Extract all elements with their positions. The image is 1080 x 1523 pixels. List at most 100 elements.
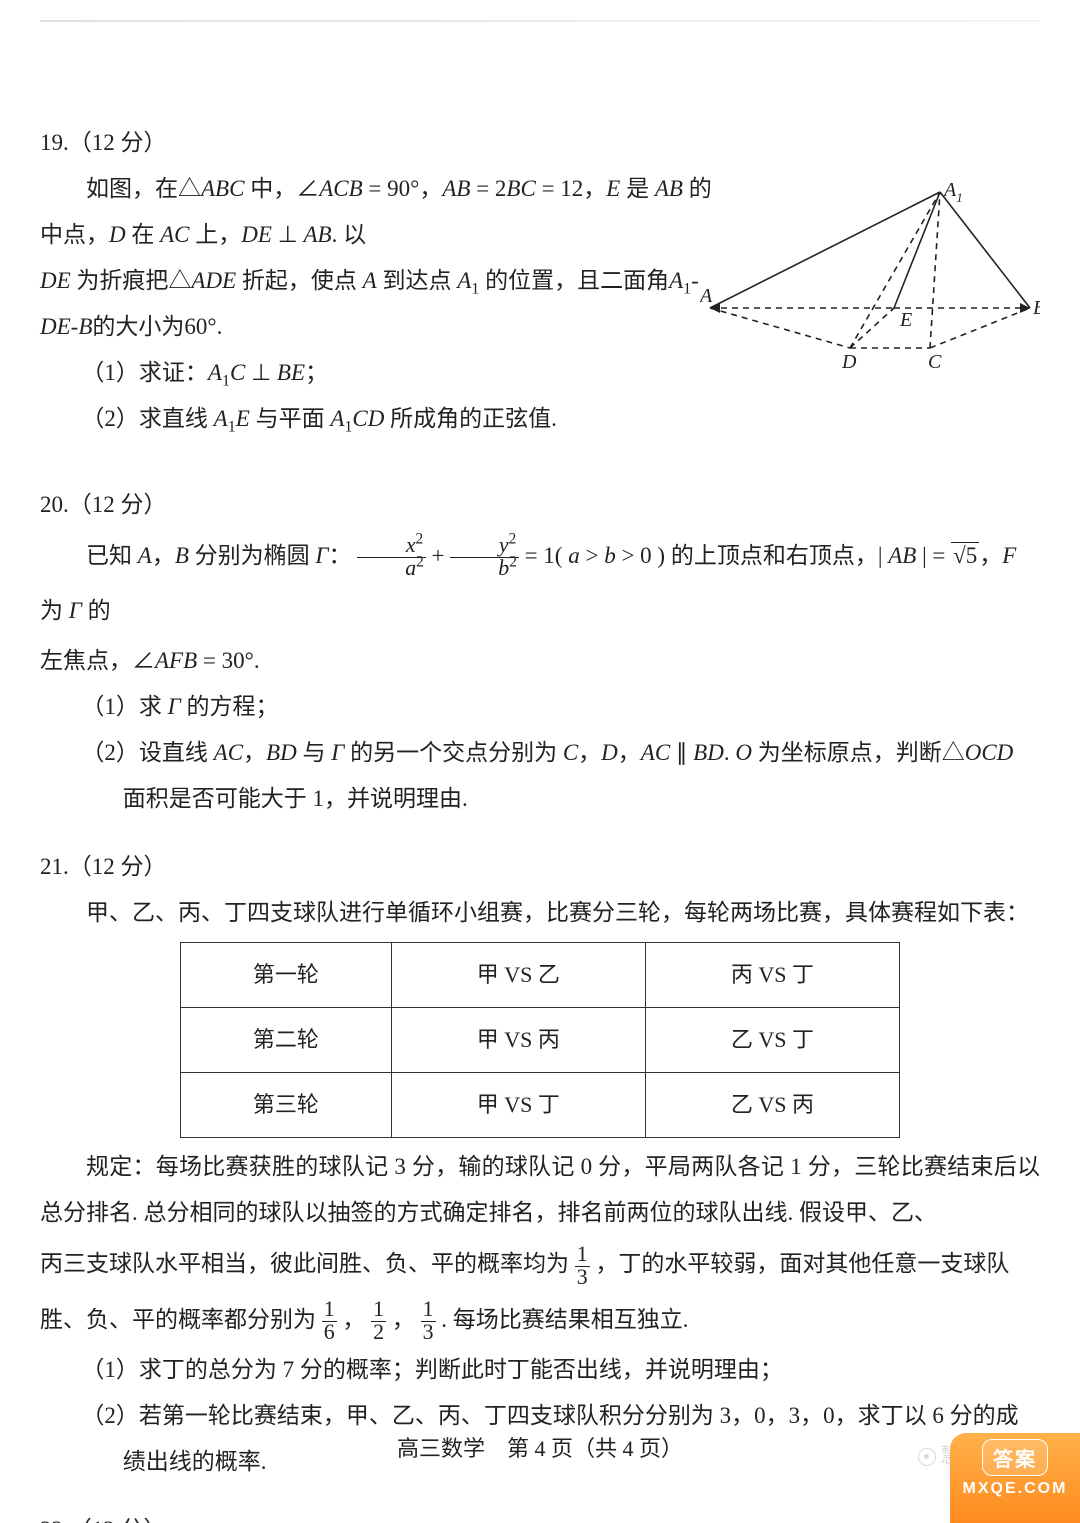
t: BE bbox=[277, 360, 305, 385]
t: 2 bbox=[416, 554, 424, 571]
q20-sub1: （1）求 Γ 的方程； bbox=[40, 684, 1040, 730]
fraction: x2a2 bbox=[357, 535, 426, 580]
t: 1 bbox=[322, 1299, 337, 1321]
t: 的 bbox=[82, 598, 111, 623]
t: 在 bbox=[126, 222, 161, 247]
t: AC bbox=[160, 222, 189, 247]
fraction: 13 bbox=[421, 1299, 436, 1344]
t: 与平面 bbox=[250, 406, 331, 431]
t: （1）求 bbox=[81, 694, 167, 719]
t: 已知 bbox=[86, 543, 138, 568]
t: b bbox=[604, 543, 616, 568]
t: Γ bbox=[315, 543, 328, 568]
fraction: 16 bbox=[322, 1299, 337, 1344]
t: 与 bbox=[297, 740, 332, 765]
t: BD bbox=[266, 740, 297, 765]
diagram-label-E: E bbox=[899, 309, 912, 331]
t: . bbox=[724, 740, 736, 765]
t: > 0 ) 的上顶点和右顶点，| bbox=[616, 543, 889, 568]
diagram-label-D: D bbox=[841, 351, 857, 370]
t: 丙三支球队水平相当，彼此间胜、负、平的概率均为 bbox=[40, 1251, 569, 1276]
page-top-rule bbox=[40, 20, 1040, 22]
q21-rules-p1: 规定：每场比赛获胜的球队记 3 分，输的球队记 0 分，平局两队各记 1 分，三… bbox=[40, 1144, 1040, 1236]
t: CD bbox=[352, 406, 384, 431]
watermark-badge: 答案 MXQE.COM bbox=[950, 1433, 1080, 1523]
t: AB bbox=[442, 176, 470, 201]
t: A bbox=[138, 543, 152, 568]
table-cell: 第三轮 bbox=[181, 1073, 392, 1138]
diagram-label-B: B bbox=[1033, 297, 1040, 319]
t: 2 bbox=[509, 554, 517, 571]
t: 面积是否可能大于 1，并说明理由. bbox=[123, 786, 468, 811]
t: E bbox=[606, 176, 620, 201]
t: C bbox=[230, 360, 245, 385]
t: DE bbox=[40, 268, 71, 293]
t: ⊥ bbox=[245, 360, 277, 385]
table-cell: 第二轮 bbox=[181, 1008, 392, 1073]
t: A bbox=[330, 406, 344, 431]
t: √5 bbox=[953, 543, 977, 568]
t: AFB bbox=[155, 648, 197, 673]
t: A bbox=[363, 268, 377, 293]
t: 到达点 bbox=[377, 268, 458, 293]
fraction: y2b2 bbox=[450, 535, 519, 580]
t: 左焦点，∠ bbox=[40, 648, 155, 673]
table-cell: 乙 VS 丁 bbox=[645, 1008, 899, 1073]
diagram-label-A: A bbox=[700, 285, 713, 307]
t: 所成角的正弦值. bbox=[384, 406, 557, 431]
t: AC bbox=[641, 740, 670, 765]
t: 1 bbox=[371, 1299, 386, 1321]
t: 规定：每场比赛获胜的球队记 3 分，输的球队记 0 分，平局两队各记 1 分，三… bbox=[40, 1154, 1040, 1225]
t: Γ bbox=[168, 694, 181, 719]
q20-sub2: （2）设直线 AC，BD 与 Γ 的另一个交点分别为 C，D，AC ∥ BD. … bbox=[40, 730, 1040, 822]
t: A bbox=[208, 360, 222, 385]
t: 1 bbox=[683, 281, 691, 298]
t: A bbox=[214, 406, 228, 431]
t: = 2 bbox=[470, 176, 506, 201]
t: D bbox=[601, 740, 618, 765]
content-block: 19.（12 分） 如图，在△ABC 中，∠ACB = 90°，AB = 2BC… bbox=[40, 120, 1040, 1523]
t: BC bbox=[506, 176, 535, 201]
t: 的方程； bbox=[181, 694, 279, 719]
t: 的位置，且二面角 bbox=[479, 268, 669, 293]
q20-head: 20.（12 分） bbox=[40, 482, 1040, 528]
t: 6 bbox=[322, 1321, 337, 1344]
t: AB bbox=[303, 222, 331, 247]
sqrt: √5 bbox=[951, 542, 979, 568]
t: 分别为椭圆 bbox=[189, 543, 316, 568]
fraction: 13 bbox=[575, 1244, 590, 1289]
t: y bbox=[499, 533, 509, 557]
t: b bbox=[498, 556, 509, 580]
t: （1）求证： bbox=[81, 360, 208, 385]
diagram-label-C: C bbox=[928, 351, 942, 370]
t: Γ bbox=[331, 740, 344, 765]
q19-head: 19.（12 分） bbox=[40, 120, 1040, 166]
t: . 以 bbox=[332, 222, 367, 247]
t: 3 bbox=[575, 1266, 590, 1289]
t: . 每场比赛结果相互独立. bbox=[441, 1307, 688, 1332]
t: > bbox=[580, 543, 604, 568]
t: OCD bbox=[965, 740, 1014, 765]
t: 为 bbox=[40, 598, 69, 623]
t: 1 bbox=[228, 419, 236, 436]
t: 3 bbox=[421, 1321, 436, 1344]
q21-intro: 甲、乙、丙、丁四支球队进行单循环小组赛，比赛分三轮，每轮两场比赛，具体赛程如下表… bbox=[40, 890, 1040, 936]
t: 折起，使点 bbox=[236, 268, 363, 293]
t: E bbox=[236, 406, 250, 431]
t: ， bbox=[618, 740, 641, 765]
t: ABC bbox=[201, 176, 244, 201]
t: 1 bbox=[421, 1299, 436, 1321]
t: ACB bbox=[319, 176, 362, 201]
t: ∥ bbox=[670, 740, 693, 765]
t: 胜、负、平的概率都分别为 bbox=[40, 1307, 316, 1332]
t: A bbox=[669, 268, 683, 293]
t: + bbox=[432, 543, 451, 568]
table-cell: 乙 VS 丙 bbox=[645, 1073, 899, 1138]
t: ， bbox=[979, 543, 1002, 568]
t: 1 bbox=[222, 373, 230, 390]
t: x bbox=[406, 533, 416, 557]
table-row: 第三轮 甲 VS 丁 乙 VS 丙 bbox=[181, 1073, 900, 1138]
t: 为坐标原点，判断△ bbox=[752, 740, 965, 765]
q21-rules-p2: 丙三支球队水平相当，彼此间胜、负、平的概率均为 13 ，丁的水平较弱，面对其他任… bbox=[40, 1236, 1040, 1291]
table-cell: 甲 VS 丁 bbox=[391, 1073, 645, 1138]
